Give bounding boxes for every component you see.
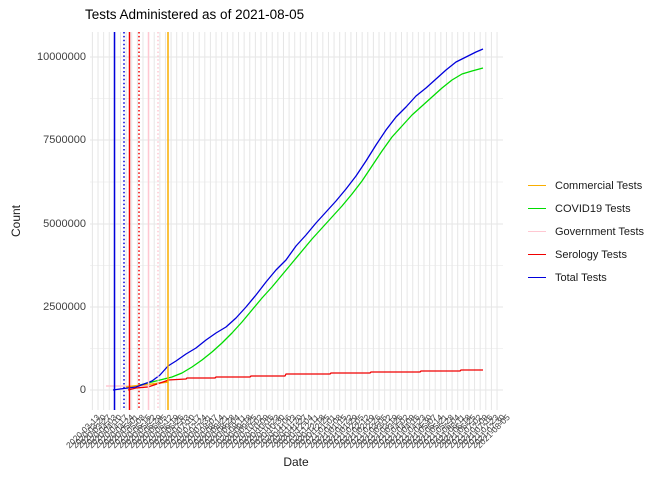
total-tests-line xyxy=(112,48,484,391)
covid19-tests-line xyxy=(139,67,484,386)
chart-title: Tests Administered as of 2021-08-05 xyxy=(85,7,305,22)
legend-item: Commercial Tests xyxy=(522,174,644,197)
legend-line-swatch xyxy=(528,254,546,255)
legend: Commercial Tests COVID19 Tests Government … xyxy=(522,174,644,289)
legend-item: COVID19 Tests xyxy=(522,197,644,220)
legend-line-swatch xyxy=(528,208,546,209)
y-tick-label: 7500000 xyxy=(43,134,86,146)
legend-item: Serology Tests xyxy=(522,243,644,266)
legend-item: Total Tests xyxy=(522,266,644,289)
legend-label: Commercial Tests xyxy=(555,179,643,192)
y-tick-label: 2500000 xyxy=(43,301,86,313)
y-tick-label: 0 xyxy=(79,384,86,396)
legend-item: Government Tests xyxy=(522,220,644,243)
legend-line-swatch xyxy=(528,277,546,278)
legend-label: Serology Tests xyxy=(555,248,627,261)
legend-label: Government Tests xyxy=(555,225,645,238)
legend-label: Total Tests xyxy=(555,271,607,284)
x-axis-title: Date xyxy=(283,455,309,469)
legend-line-swatch xyxy=(528,231,546,232)
legend-label: COVID19 Tests xyxy=(555,202,631,215)
legend-line-swatch xyxy=(528,185,546,186)
y-tick-label: 10000000 xyxy=(37,51,86,63)
y-tick-label: 5000000 xyxy=(43,218,86,230)
serology-tests-line xyxy=(127,369,483,391)
